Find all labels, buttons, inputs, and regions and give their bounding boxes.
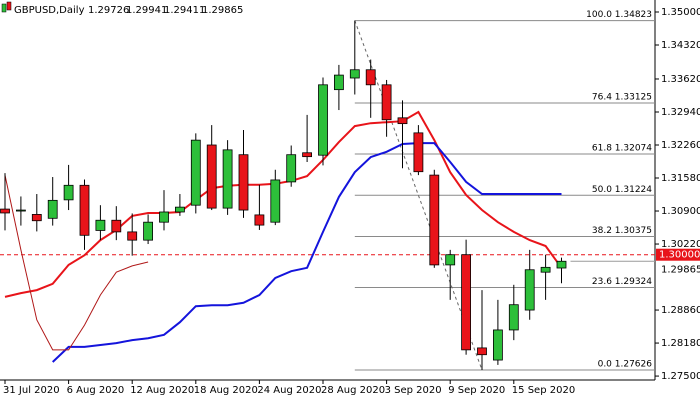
candle-body — [222, 149, 233, 209]
price-level-label: 1.30000 — [659, 250, 700, 261]
candle-body — [397, 117, 408, 125]
symbol-icon — [1, 1, 12, 13]
indicator-line — [52, 142, 562, 363]
candle-body — [461, 254, 472, 351]
candle-body — [381, 84, 392, 121]
y-tick-label: 1.35000 — [661, 7, 700, 18]
header-close: 1.29865 — [202, 5, 243, 16]
fib-level-label: 23.6 1.29324 — [592, 277, 652, 287]
fib-level-label: 100.0 1.34823 — [586, 10, 652, 20]
candle-body — [15, 209, 26, 212]
candle-body — [524, 269, 535, 311]
y-tick-label: 1.30900 — [661, 206, 700, 217]
y-tick-label: 1.32260 — [661, 140, 700, 151]
candle-body — [508, 304, 519, 331]
candle-body — [492, 329, 503, 361]
fib-level-label: 61.8 1.32074 — [592, 144, 652, 154]
y-tick-label: 1.27500 — [661, 371, 700, 382]
candle-body — [349, 69, 360, 79]
fib-level-label: 76.4 1.33125 — [592, 93, 652, 103]
candle-body — [0, 208, 10, 214]
y-tick-label: 1.30220 — [661, 239, 700, 250]
candle-body — [286, 154, 297, 183]
price-level-box — [656, 248, 700, 261]
candle-body — [540, 266, 551, 273]
candle-body — [79, 184, 90, 236]
header-high: 1.29941 — [126, 5, 167, 16]
fib-trend-line — [354, 20, 483, 371]
x-tick-label: 15 Sep 2020 — [512, 385, 575, 396]
y-tick-label: 1.32940 — [661, 107, 700, 118]
fib-level-label: 0.0 1.27626 — [598, 359, 653, 369]
x-tick-label: 9 Sep 2020 — [448, 385, 505, 396]
candle-body — [174, 206, 185, 213]
fib-level-label: 50.0 1.31224 — [592, 185, 652, 195]
indicator-line — [4, 110, 563, 298]
candle-body — [238, 154, 249, 211]
y-tick-label: 1.33620 — [661, 74, 700, 85]
fib-level-label: 38.2 1.30375 — [592, 226, 652, 236]
candle-body — [111, 219, 122, 233]
y-tick-label: 1.34320 — [661, 40, 700, 51]
x-tick-label: 31 Jul 2020 — [3, 385, 60, 396]
y-tick-label: 1.28180 — [661, 338, 700, 349]
x-tick-label: 6 Aug 2020 — [67, 385, 125, 396]
candle-body — [254, 214, 265, 226]
candle-body — [31, 214, 42, 222]
indicator-line — [4, 174, 149, 351]
candle-body — [413, 132, 424, 173]
candle-body — [127, 231, 138, 241]
candle-body — [318, 84, 328, 156]
candle-body — [206, 144, 217, 209]
candle-body — [63, 184, 74, 201]
candle-body — [270, 179, 281, 223]
x-tick-label: 24 Aug 2020 — [257, 385, 321, 396]
candle-body — [477, 347, 487, 356]
y-tick-label: 1.28860 — [661, 305, 700, 316]
candle-body — [445, 254, 456, 266]
candle-body — [333, 74, 344, 91]
candle-body — [429, 174, 440, 266]
x-tick-label: 18 Aug 2020 — [194, 385, 258, 396]
candle-body — [556, 260, 567, 269]
x-tick-label: 28 Aug 2020 — [321, 385, 385, 396]
x-tick-label: 12 Aug 2020 — [130, 385, 194, 396]
candle-body — [190, 139, 201, 206]
candle-body — [302, 152, 313, 158]
candle-body — [365, 69, 376, 86]
y-tick-label: 1.31580 — [661, 173, 700, 184]
current-price-label: 1.29865 — [661, 264, 700, 275]
header-low: 1.29411 — [164, 5, 205, 16]
candle-body — [143, 221, 154, 241]
x-tick-label: 3 Sep 2020 — [385, 385, 442, 396]
symbol-title: GBPUSD,Daily — [14, 5, 85, 16]
candle-body — [95, 219, 106, 231]
header-open: 1.29726 — [88, 5, 129, 16]
candle-body — [159, 211, 169, 223]
candle-body — [47, 199, 58, 219]
